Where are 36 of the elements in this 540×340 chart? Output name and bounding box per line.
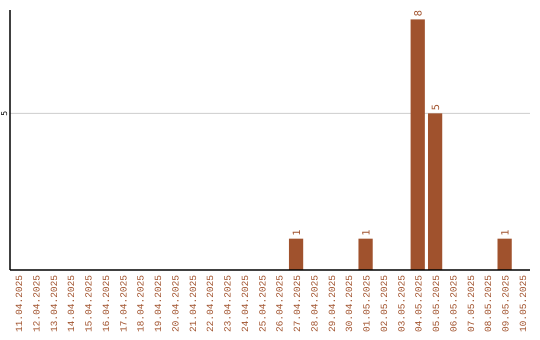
x-tick-label: 29.04.2025 (326, 274, 338, 332)
x-tick-label: 22.04.2025 (205, 274, 216, 332)
x-tick-label: 28.04.2025 (309, 274, 320, 332)
x-tick-label: 17.04.2025 (118, 274, 130, 332)
x-tick-label: 21.04.2025 (188, 274, 199, 332)
x-tick-label: 18.04.2025 (136, 274, 147, 332)
x-tick-label: 15.04.2025 (84, 274, 95, 332)
x-tick-label: 27.04.2025 (292, 274, 304, 332)
x-tick-label: 06.05.2025 (448, 274, 460, 332)
x-tick-label: 01.05.2025 (362, 274, 373, 332)
data-label: 8 (414, 10, 425, 16)
x-tick-label: 25.04.2025 (257, 274, 268, 332)
x-tick-label: 08.05.2025 (483, 274, 494, 332)
x-tick-label: 11.04.2025 (14, 274, 25, 332)
x-tick-label: 16.04.2025 (100, 274, 112, 332)
x-tick-label: 26.04.2025 (274, 274, 286, 332)
x-tick-label: 07.05.2025 (466, 274, 477, 332)
x-tick-label: 04.05.2025 (414, 274, 425, 332)
x-tick-label: 24.04.2025 (240, 274, 251, 332)
x-tick-label: 09.05.2025 (500, 274, 512, 332)
x-tick-label: 12.04.2025 (31, 274, 42, 332)
x-tick-label: 14.04.2025 (66, 274, 78, 332)
data-label: 1 (362, 229, 373, 236)
x-tick-label: 05.05.2025 (431, 274, 442, 332)
x-tick-label: 19.04.2025 (153, 274, 164, 332)
x-tick-label: 23.04.2025 (222, 274, 234, 332)
data-label: 1 (500, 229, 512, 236)
x-tick-label: 13.04.2025 (48, 274, 60, 332)
x-tick-label: 20.04.2025 (170, 274, 182, 332)
x-tick-label: 02.05.2025 (378, 274, 390, 332)
ref-line-label: 5 (0, 110, 9, 116)
x-tick-label: 30.04.2025 (344, 274, 356, 332)
x-tick-label: 10.05.2025 (518, 274, 530, 332)
data-label: 1 (292, 229, 304, 236)
x-tick-label: 03.05.2025 (396, 274, 408, 332)
data-label: 5 (431, 104, 442, 110)
